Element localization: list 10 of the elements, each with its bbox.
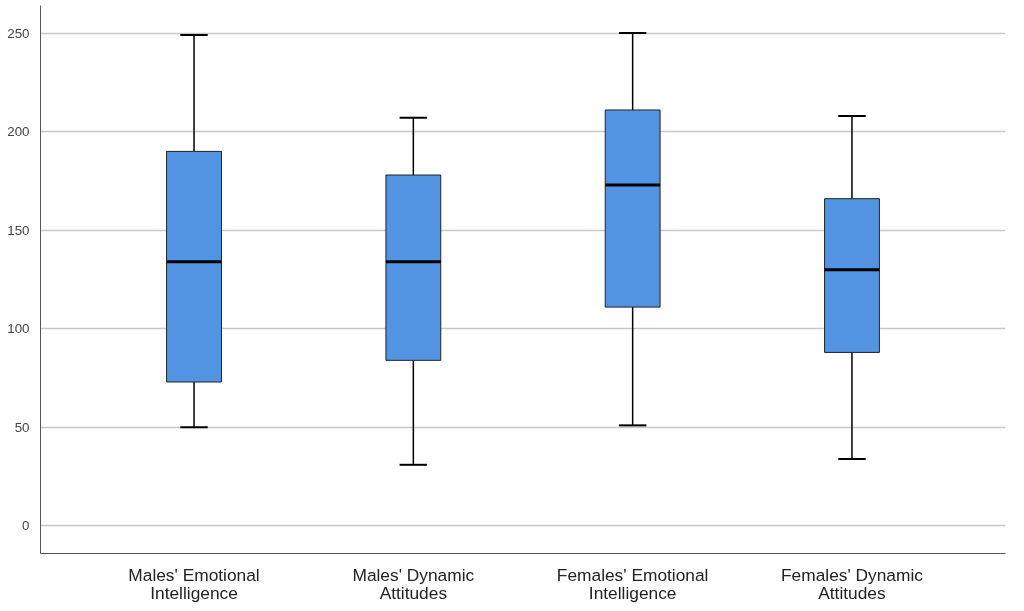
y-tick-label: 200 xyxy=(7,124,30,140)
y-tick-label: 250 xyxy=(7,25,30,41)
y-tick-label: 150 xyxy=(7,222,30,238)
y-tick-label: 100 xyxy=(7,321,30,337)
x-tick-label: Females' Dynamic Attitudes xyxy=(780,564,924,603)
y-tick-label: 0 xyxy=(22,518,30,534)
x-tick-label: Males' Emotional Intelligence xyxy=(128,564,260,603)
y-tick-label: 50 xyxy=(14,419,30,435)
x-tick-label: Males' Dynamic Attitudes xyxy=(352,564,475,603)
x-tick-label: Females' Emotional Intelligence xyxy=(556,564,709,603)
